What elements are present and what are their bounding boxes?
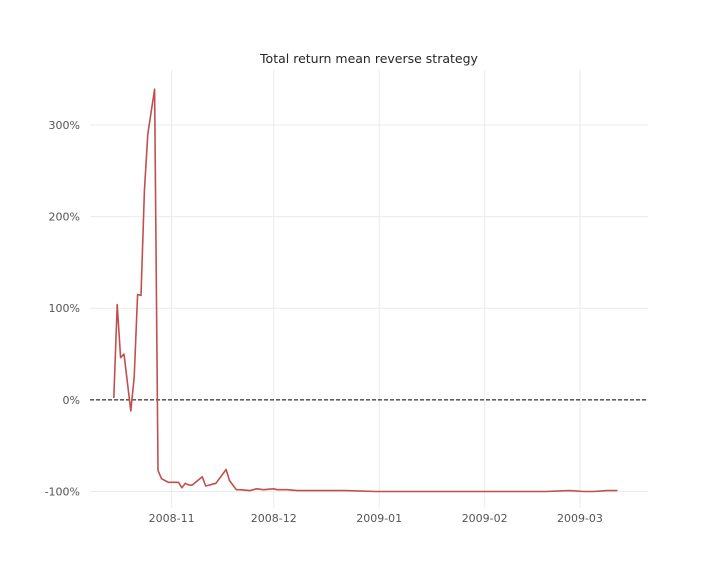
data-point (229, 480, 231, 482)
data-point (606, 490, 608, 492)
data-point (120, 357, 122, 359)
data-point (239, 489, 241, 491)
data-point (297, 490, 299, 492)
grid-lines (90, 70, 648, 508)
x-axis-ticks: 2008-11 2008-12 2009-01 2009-02 2009-03 (149, 512, 603, 525)
data-point (569, 490, 571, 492)
data-point (188, 484, 190, 486)
data-point (235, 489, 237, 491)
data-point (344, 490, 346, 492)
y-tick-label: -100% (45, 486, 80, 499)
data-point (181, 487, 183, 489)
data-point (157, 470, 159, 472)
data-point (164, 480, 166, 482)
y-tick-label: 200% (49, 211, 80, 224)
series-layer (113, 88, 619, 493)
data-point (123, 353, 125, 355)
data-point (212, 483, 214, 485)
data-point (144, 190, 146, 192)
data-point (215, 482, 217, 484)
data-point (147, 133, 149, 135)
x-tick-label: 2009-01 (356, 512, 402, 525)
data-point (161, 478, 163, 480)
data-point (113, 397, 115, 399)
data-point (402, 491, 404, 493)
data-point (450, 491, 452, 493)
data-point (276, 489, 278, 491)
data-point (191, 484, 193, 486)
x-tick-label: 2009-03 (557, 512, 603, 525)
data-point (154, 88, 156, 90)
data-point (130, 410, 132, 412)
data-point (167, 481, 169, 483)
data-point (617, 490, 619, 492)
data-point (256, 488, 258, 490)
data-point (521, 491, 523, 493)
data-point (133, 376, 135, 378)
x-tick-label: 2008-12 (251, 512, 297, 525)
data-point (263, 489, 265, 491)
data-point (286, 489, 288, 491)
y-tick-label: 300% (49, 119, 80, 132)
data-point (208, 484, 210, 486)
data-point (232, 484, 234, 486)
data-point (273, 488, 275, 490)
data-point (321, 490, 323, 492)
series-line (113, 88, 618, 493)
data-point (116, 304, 118, 306)
data-point (252, 489, 254, 491)
data-point (375, 491, 377, 493)
data-point (225, 469, 227, 471)
data-point (583, 491, 585, 493)
data-point (140, 295, 142, 297)
data-point (426, 491, 428, 493)
y-axis-ticks: 300% 200% 100% 0% -100% (45, 119, 80, 499)
data-point (497, 491, 499, 493)
data-point (474, 491, 476, 493)
data-point (249, 490, 251, 492)
data-point (545, 491, 547, 493)
data-point (178, 481, 180, 483)
y-tick-label: 0% (63, 394, 80, 407)
x-tick-label: 2008-11 (149, 512, 195, 525)
data-point (304, 490, 306, 492)
data-point (201, 476, 203, 478)
data-point (137, 294, 139, 296)
data-point (280, 489, 282, 491)
data-point (184, 482, 186, 484)
y-tick-label: 100% (49, 302, 80, 315)
data-point (593, 491, 595, 493)
x-tick-label: 2009-02 (462, 512, 508, 525)
data-point (205, 485, 207, 487)
chart-title: Total return mean reverse strategy (259, 51, 478, 66)
